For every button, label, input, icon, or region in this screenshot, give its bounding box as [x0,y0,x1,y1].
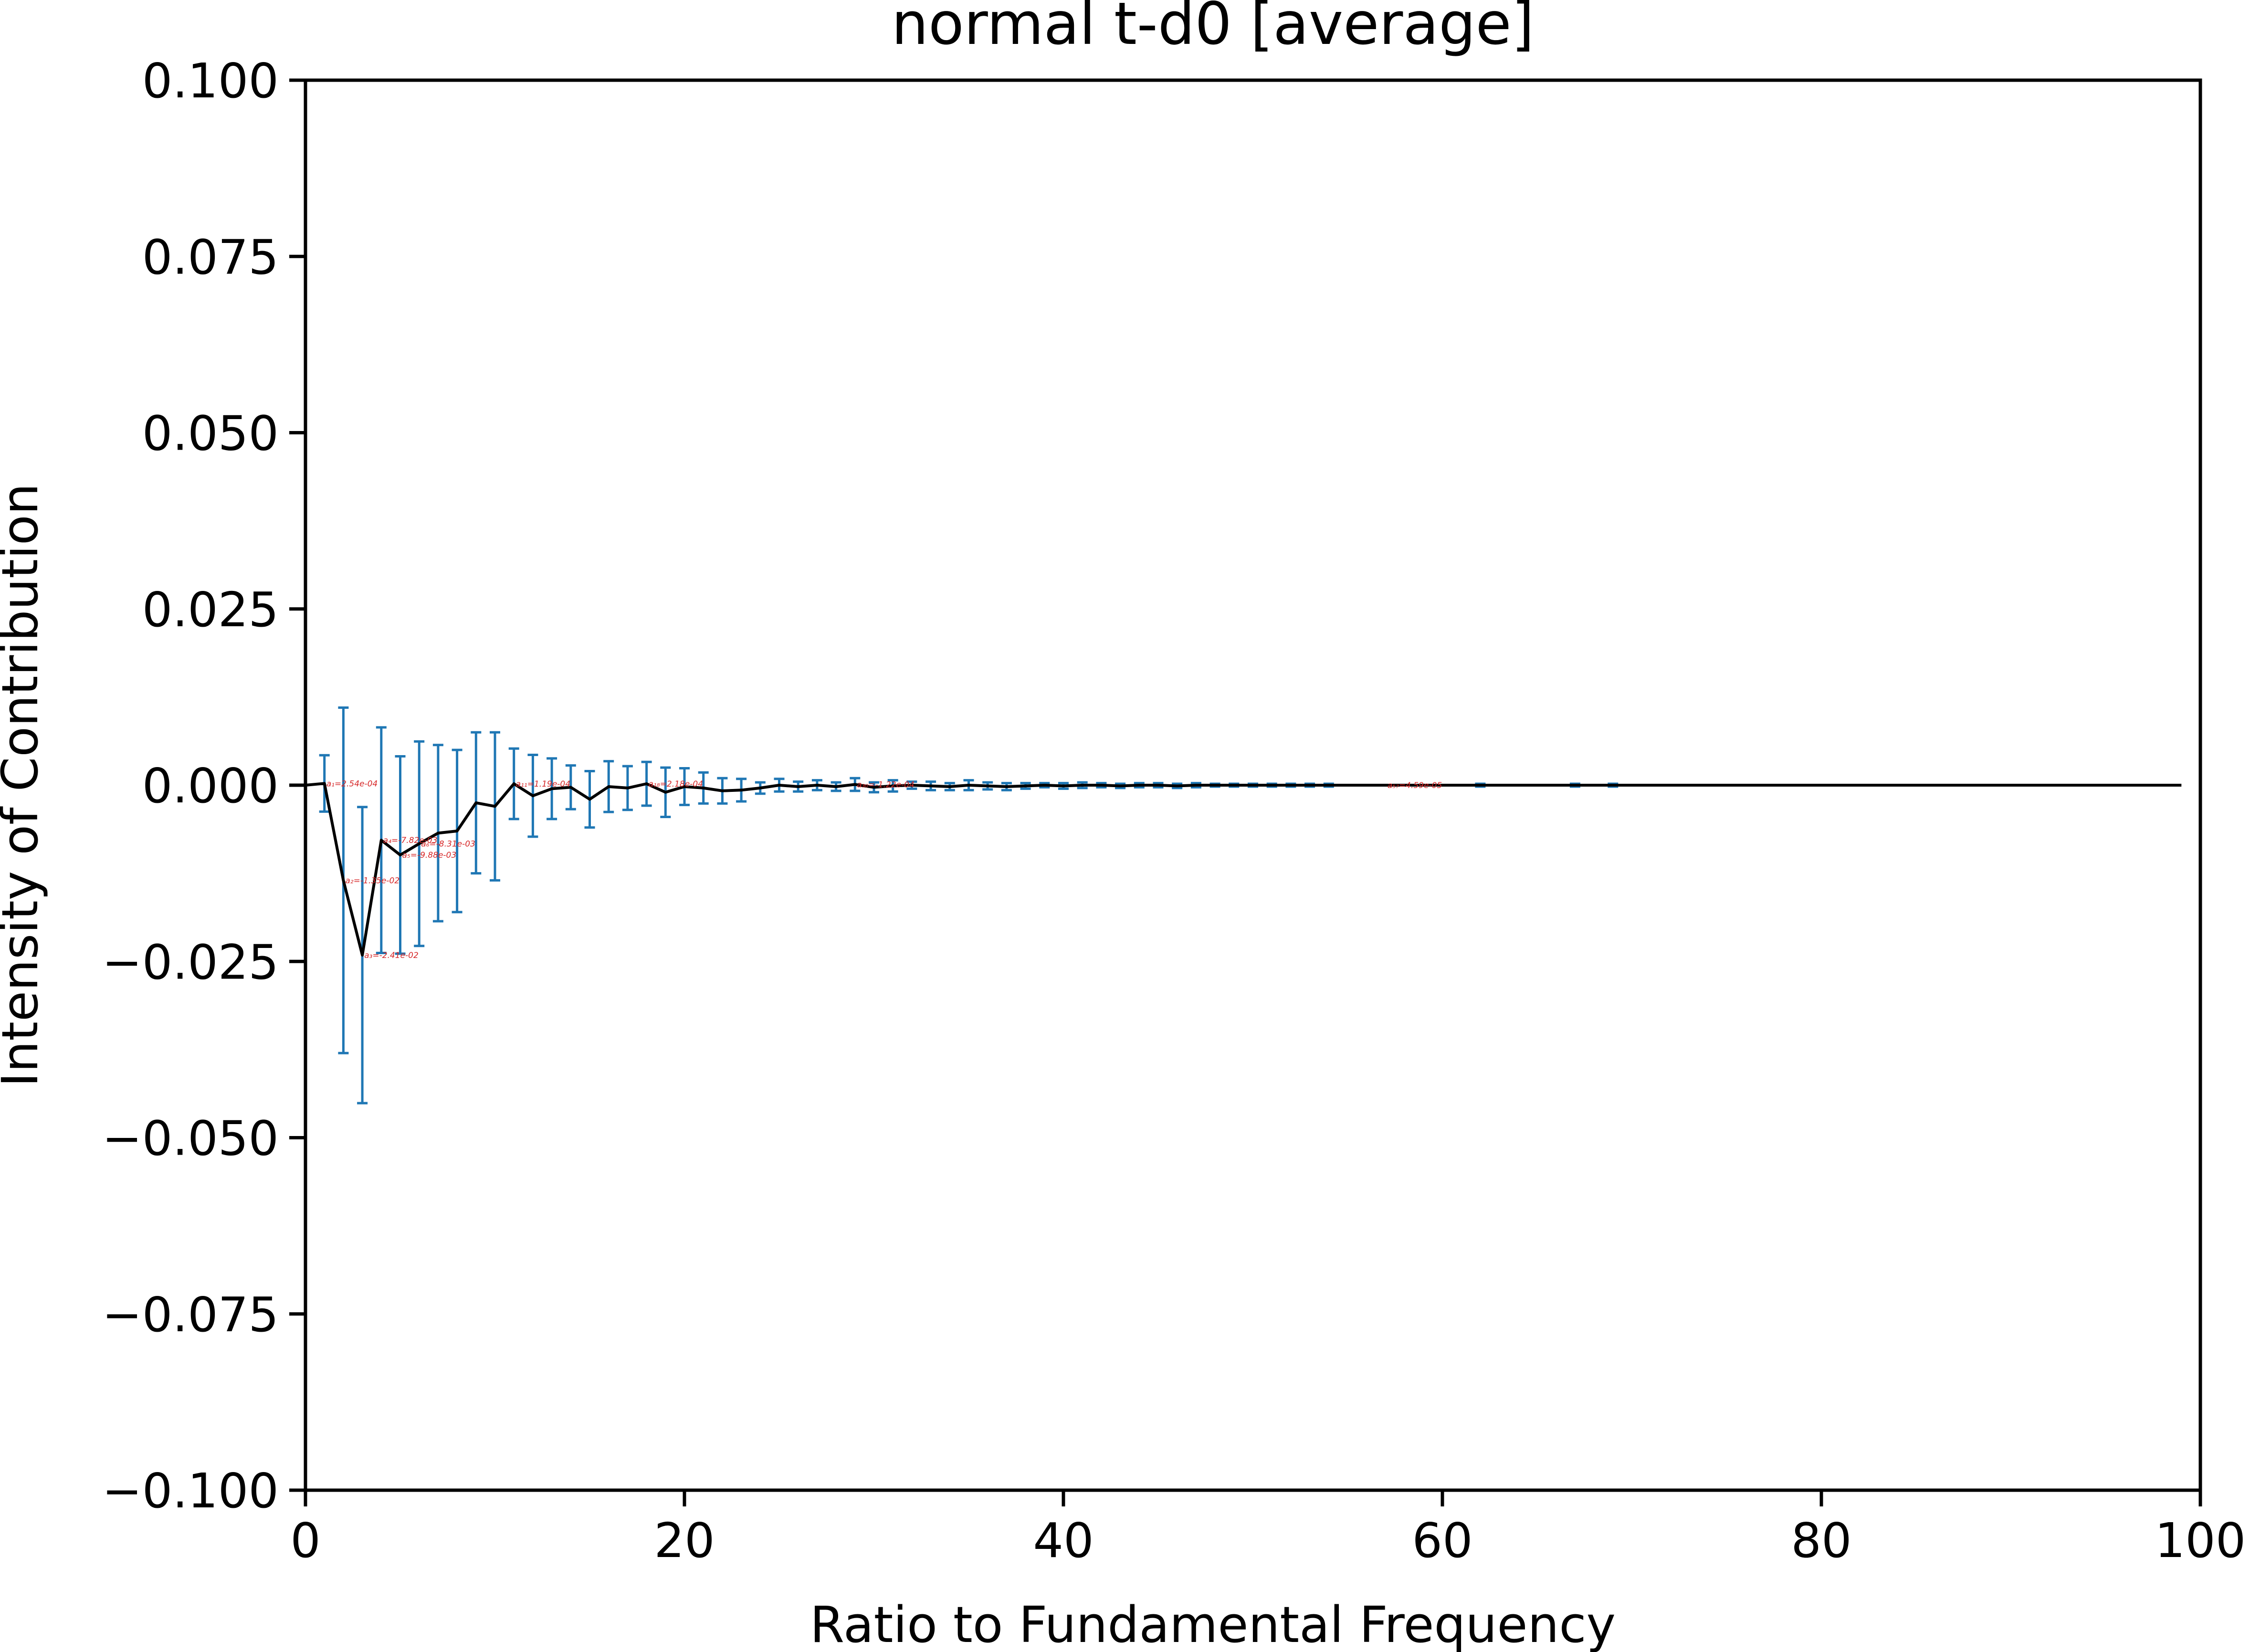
data-annotation: a₅₇=4.59e-05 [1388,781,1442,790]
data-annotation: a₃=-2.41e-02 [364,951,419,960]
data-annotation: a₃₀=-1.22e-04 [857,780,915,790]
y-tick-label: −0.100 [102,1463,279,1519]
data-annotation: a₁₁=1.19e-04 [516,779,570,789]
y-tick-label: −0.050 [102,1111,279,1167]
y-tick-label: −0.025 [102,934,279,990]
x-tick-label: 40 [1033,1513,1093,1568]
y-tick-label: 0.025 [142,582,279,638]
x-tick-label: 60 [1412,1513,1472,1568]
chart-title: normal t-d0 [average] [892,0,1535,58]
x-tick-label: 80 [1791,1513,1851,1568]
y-tick-label: 0.100 [142,53,279,109]
x-tick-label: 0 [290,1513,321,1568]
annotation-layer: a₁=2.54e-04 a₂=-1.35e-02 a₃=-2.41e-02 a₄=-7… [326,779,1442,960]
data-annotation: a₆=-8.31e-03 [421,840,475,849]
x-tick-label: 100 [2155,1513,2246,1568]
axis-layer: 0 20 40 60 80 100 0.100 0.075 0.050 0.025 0.000 −0.… [102,53,2246,1568]
data-annotation: a₄=-7.82e-03 [383,836,438,845]
data-annotation: a₂=-1.35e-02 [345,876,400,885]
series-line [305,782,2182,957]
y-axis-title: Intensity of Contribution [0,484,49,1087]
data-annotation: a₅=-9.88e-03 [402,851,457,860]
x-tick-label: 20 [654,1513,715,1568]
data-annotation: a₁=2.54e-04 [326,779,378,789]
x-axis-title: Ratio to Fundamental Frequency [810,1596,1616,1652]
y-tick-label: −0.075 [102,1287,279,1343]
y-tick-label: 0.000 [142,758,279,814]
y-tick-label: 0.075 [142,229,279,285]
data-annotation: a₁₈=2.18e-04 [649,779,703,789]
plot-frame [304,78,2202,1492]
y-tick-label: 0.050 [142,406,279,462]
plot-layer [305,706,2182,1105]
